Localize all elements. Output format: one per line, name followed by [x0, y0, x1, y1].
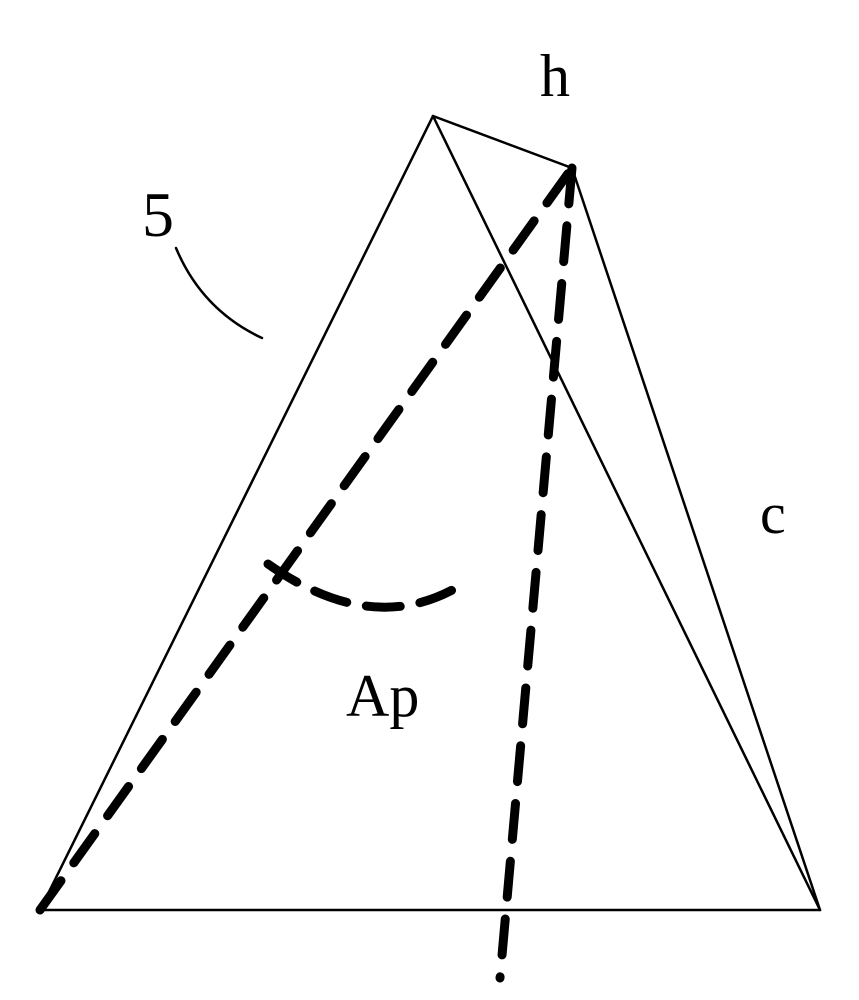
label-5: 5 — [142, 178, 174, 252]
label-h: h — [540, 42, 570, 111]
leader-5 — [176, 248, 262, 338]
edge-A_apex_front-B_bottom_left — [40, 116, 433, 910]
label-c: c — [760, 480, 786, 547]
geometry-diagram — [0, 0, 859, 1000]
dashed-D_apex_back-E_dash_bottom — [500, 168, 572, 978]
dashed-B_bottom_left-D_apex_back — [40, 168, 572, 910]
angle-arc-Ap — [268, 564, 456, 607]
label-Ap: Ap — [346, 662, 419, 731]
